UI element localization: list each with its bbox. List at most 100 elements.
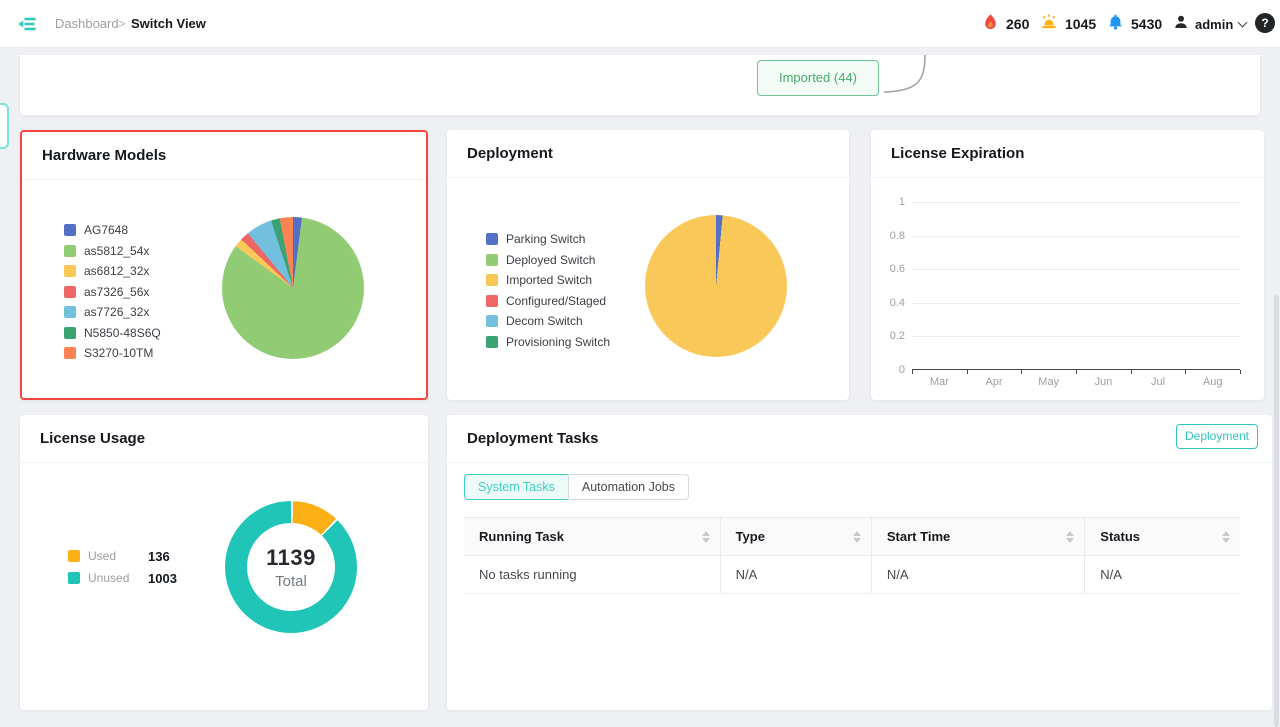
sort-icon[interactable] [852,530,861,543]
license-expiration-x-axis: Mar Apr May Jun Jul Aug [912,376,1240,388]
counter-value: 1045 [1065,16,1097,32]
legend-label: Parking Switch [506,232,586,247]
divider [20,462,428,463]
legend-item[interactable]: as5812_54x [64,241,161,262]
legend-value: 1003 [148,570,177,586]
breadcrumb-dashboard[interactable]: Dashboard [55,16,119,31]
legend-swatch [68,572,80,584]
legend-label: Configured/Staged [506,293,607,308]
column-header-status[interactable]: Status [1084,517,1240,556]
column-header-type[interactable]: Type [719,517,872,556]
sort-icon[interactable] [701,530,710,543]
gridline [912,336,1240,338]
notifications-counter[interactable]: 5430 [1107,12,1162,36]
help-button[interactable]: ? [1255,13,1275,33]
legend-swatch [64,224,76,237]
legend-item[interactable]: Deployed Switch [486,250,610,271]
legend-swatch [486,335,498,348]
x-axis-tick-mark [1240,370,1241,374]
user-icon [1173,14,1189,35]
card-title: Hardware Models [42,147,167,164]
imported-stage-button[interactable]: Imported (44) [757,60,879,96]
table-header-row: Running Task Type Start Time Status [464,517,1240,556]
tasks-tab-group: System Tasks Automation Jobs [464,474,689,500]
column-header-start-time[interactable]: Start Time [870,517,1085,556]
sort-icon[interactable] [1222,530,1230,543]
x-axis-tick-label: Jul [1150,376,1166,388]
breadcrumb-current-page: Switch View [131,16,206,31]
legend-item[interactable]: as7726_32x [64,302,161,323]
table-cell: No tasks running [464,555,721,594]
legend-label: Provisioning Switch [506,334,611,349]
sort-icon[interactable] [1066,530,1075,543]
legend-item-unused[interactable]: Unused 1003 [68,570,177,586]
y-axis-tick-label: 1 [898,196,905,208]
license-total-value: 1139 [266,544,316,570]
legend-swatch [486,294,498,307]
legend-item[interactable]: Parking Switch [486,229,610,250]
alerts-critical-counter[interactable]: 260 [982,12,1029,36]
card-title: Deployment [467,145,553,162]
user-menu[interactable]: admin [1173,12,1248,36]
page-scrollbar-thumb[interactable] [1274,295,1279,727]
legend-swatch [64,244,76,257]
alerts-warning-counter[interactable]: 1045 [1040,12,1096,36]
legend-label: S3270-10TM [84,346,154,361]
card-title: License Expiration [891,145,1025,162]
legend-item-used[interactable]: Used 136 [68,549,170,564]
table-cell: N/A [719,555,872,594]
column-header-label: Start Time [886,529,951,544]
bell-icon [1107,13,1124,36]
divider [447,462,1272,463]
table-cell: N/A [1084,555,1240,594]
legend-label: AG7648 [84,223,129,238]
tab-system-tasks[interactable]: System Tasks [464,474,568,500]
gridline [912,235,1240,237]
legend-swatch [64,285,76,298]
deployment-button[interactable]: Deployment [1176,424,1258,449]
legend-item[interactable]: S3270-10TM [64,343,161,364]
y-axis-tick-label: 0 [898,364,905,376]
donut-center: 1139 Total [247,523,335,611]
column-header-running-task[interactable]: Running Task [464,517,721,556]
table-cell: N/A [870,555,1085,594]
sidebar-collapse-handle[interactable] [0,103,9,149]
license-usage-card: License Usage Used 136 Unused 1003 1139 … [20,415,428,710]
column-header-label: Running Task [479,529,564,544]
hardware-models-pie-chart [222,217,364,359]
y-axis-tick-label: 0.8 [889,229,905,242]
legend-item[interactable]: Configured/Staged [486,291,610,312]
license-usage-donut-chart: 1139 Total [225,501,357,633]
legend-swatch [486,253,498,266]
x-axis-tick-mark [1021,370,1023,374]
license-expiration-y-axis: 1 0.8 0.6 0.4 0.2 0 [871,196,905,376]
column-header-label: Status [1100,529,1141,544]
menu-fold-icon[interactable] [17,14,37,34]
alarm-icon [1040,13,1058,36]
table-body: No tasks running N/A N/A N/A [464,555,1240,594]
counter-value: 5430 [1131,16,1163,32]
legend-item[interactable]: N5850-48S6Q [64,323,161,344]
legend-item[interactable]: Decom Switch [486,311,610,332]
tab-automation-jobs[interactable]: Automation Jobs [567,474,689,500]
deployment-card: Deployment Parking Switch Deployed Switch… [447,130,849,400]
x-axis-tick-mark [966,370,968,374]
x-axis-tick-mark [1130,370,1132,374]
x-axis-tick-mark [912,370,913,374]
legend-item[interactable]: as6812_32x [64,261,161,282]
legend-item[interactable]: AG7648 [64,220,161,241]
legend-label: N5850-48S6Q [84,325,161,340]
legend-item[interactable]: Imported Switch [486,270,610,291]
divider [447,177,849,178]
deployment-tasks-card: Deployment Tasks Deployment System Tasks… [447,415,1272,710]
gridline [912,269,1240,271]
divider [22,179,426,180]
legend-swatch [486,274,498,287]
legend-item[interactable]: Provisioning Switch [486,332,610,353]
deployment-pie-chart [645,215,787,357]
breadcrumb-separator: > [118,16,126,31]
legend-swatch [64,265,76,278]
legend-item[interactable]: as7326_56x [64,282,161,303]
legend-label: Unused [88,571,130,585]
